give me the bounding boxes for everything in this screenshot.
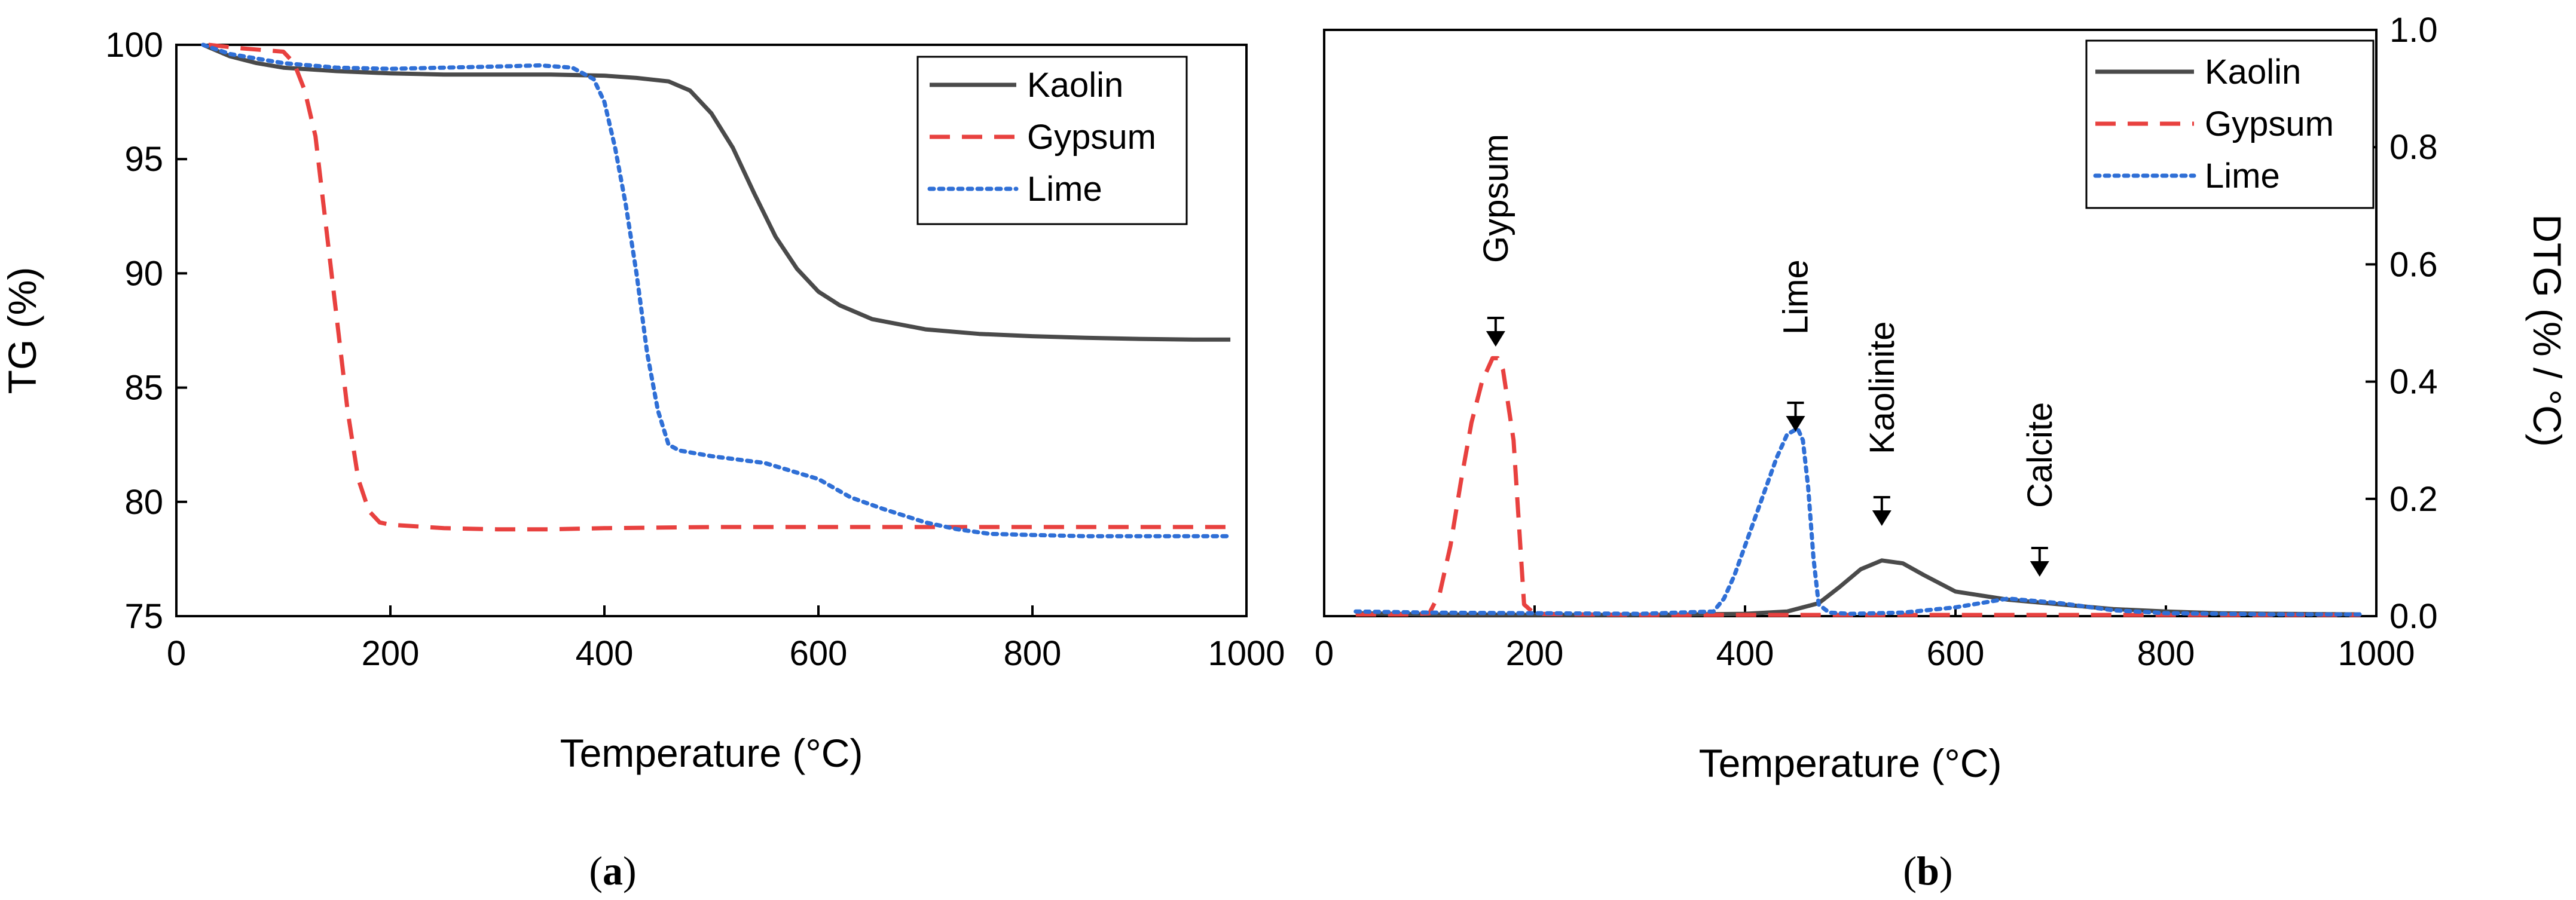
y-tick-label: 80	[124, 483, 163, 522]
annotation-label: Gypsum	[1477, 134, 1515, 263]
series-line-lime	[201, 42, 1233, 538]
panel-label-open-paren: (	[589, 848, 603, 893]
panel-label-open-paren: (	[1903, 848, 1917, 893]
y-tick-label: 0.2	[2389, 480, 2438, 519]
x-tick-label: 400	[576, 634, 634, 673]
legend: Kaolin Gypsum Lime	[916, 56, 1188, 225]
annotation-calcite: Calcite	[2021, 402, 2059, 577]
down-arrow-icon	[1872, 510, 1891, 526]
y-tick-label: 85	[124, 369, 163, 408]
x-axis-title: Temperature (°C)	[560, 731, 863, 775]
series-line-gypsum	[208, 42, 1231, 532]
peak-annotations: Gypsum Lime Kaolinite Calcite	[1477, 134, 2059, 577]
x-tick-label: 0	[1315, 634, 1334, 673]
x-tick-label: 800	[2137, 634, 2195, 673]
chart-panel-a: 0 200 400 600 800 1000 75 80 85 90 95 100 Temperatu…	[0, 26, 1285, 893]
x-tick-label: 200	[1506, 634, 1564, 673]
down-arrow-icon	[2030, 561, 2049, 577]
axes-ticks: 0 200 400 600 800 1000 75 80 85 90 95 100	[105, 26, 1285, 673]
y-tick-label: 100	[105, 26, 163, 65]
y-axis-title: TG (%)	[0, 267, 44, 394]
legend-label-lime: Lime	[2205, 157, 2280, 195]
series-layer	[1353, 356, 2363, 617]
annotation-gypsum: Gypsum	[1477, 134, 1515, 347]
series-line-gypsum	[1355, 356, 2361, 617]
legend-label-gypsum: Gypsum	[2205, 105, 2334, 143]
x-tick-label: 1000	[1208, 634, 1285, 673]
x-tick-label: 0	[167, 634, 186, 673]
series-layer	[201, 42, 1233, 538]
annotation-kaolinite: Kaolinite	[1863, 322, 1902, 526]
legend-label-kaolin: Kaolin	[2205, 53, 2301, 91]
y-tick-label: 0.4	[2389, 363, 2438, 402]
x-axis-title: Temperature (°C)	[1699, 741, 2002, 785]
x-tick-label: 600	[1927, 634, 1985, 673]
panel-label: (a)	[589, 848, 636, 893]
legend-label-lime: Lime	[1027, 170, 1102, 209]
annotation-label: Lime	[1776, 259, 1815, 335]
series-line-kaolin	[202, 42, 1231, 342]
y-tick-label: 75	[124, 597, 163, 636]
down-arrow-icon	[1786, 416, 1805, 431]
y-tick-label: 95	[124, 140, 163, 179]
annotation-lime: Lime	[1776, 259, 1815, 431]
y-tick-label: 0.8	[2389, 128, 2438, 167]
y-tick-label: 0.0	[2389, 597, 2438, 636]
y-tick-label: 0.6	[2389, 245, 2438, 284]
legend: Kaolin Gypsum Lime	[2085, 39, 2375, 209]
y-axis-title: DTG (% / °C)	[2525, 214, 2569, 446]
y-tick-label: 90	[124, 254, 163, 293]
panel-label-close-paren: )	[623, 848, 637, 893]
panel-label-letter: b	[1917, 848, 1939, 893]
x-tick-label: 400	[1716, 634, 1774, 673]
y-tick-label: 1.0	[2389, 11, 2438, 50]
down-arrow-icon	[1486, 331, 1505, 347]
x-tick-label: 1000	[2337, 634, 2415, 673]
panel-label: (b)	[1903, 848, 1952, 893]
x-tick-label: 800	[1004, 634, 1062, 673]
x-tick-label: 600	[790, 634, 848, 673]
legend-label-kaolin: Kaolin	[1027, 66, 1123, 105]
panel-label-letter: a	[603, 848, 623, 893]
x-tick-label: 200	[362, 634, 420, 673]
plot-area-frame	[175, 44, 1248, 617]
panel-label-close-paren: )	[1939, 848, 1953, 893]
series-line-kaolin	[1355, 558, 2361, 617]
annotation-label: Calcite	[2021, 402, 2059, 508]
annotation-label: Kaolinite	[1863, 322, 1902, 454]
legend-label-gypsum: Gypsum	[1027, 118, 1156, 157]
series-line-lime	[1353, 426, 2363, 617]
